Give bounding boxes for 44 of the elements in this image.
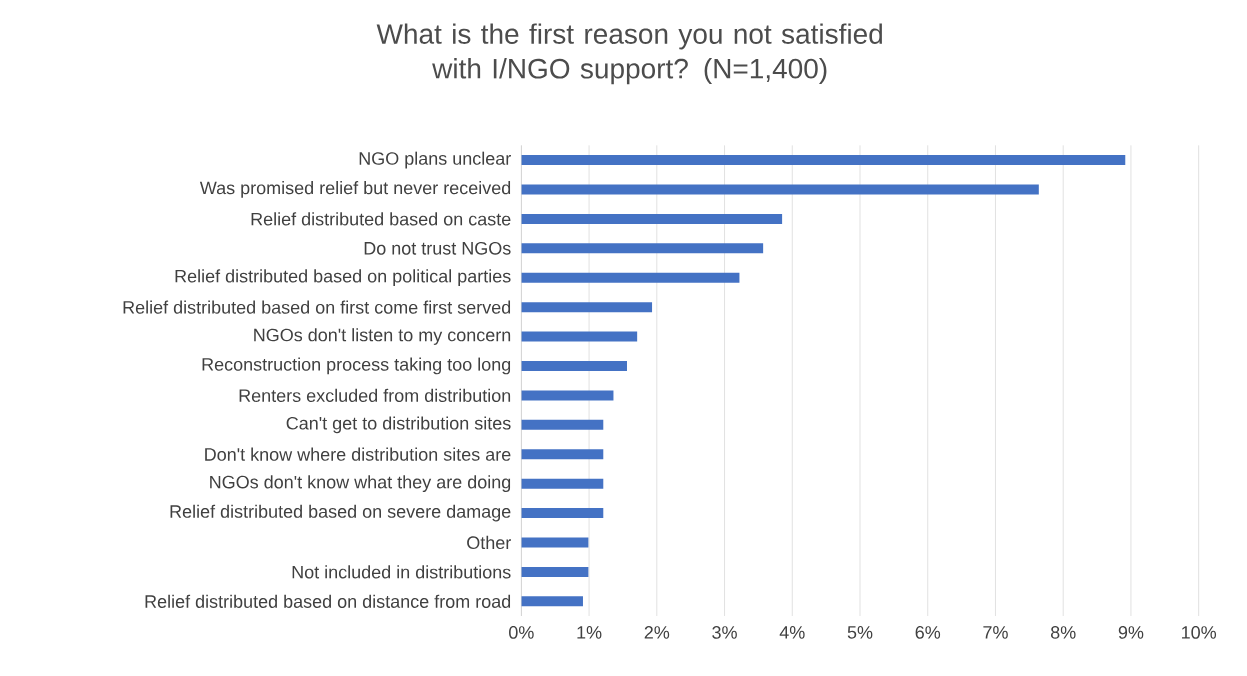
x-tick-label: 4% [779,626,805,639]
x-tick-label: 3% [712,626,737,639]
y-tick-label: Was promised relief but never received [199,181,511,198]
y-tick-label: NGOs don't listen to my concern [254,328,511,345]
x-tick-label: 5% [847,626,873,639]
bar [521,566,589,577]
bar [521,419,604,430]
bar [521,596,583,607]
bar [521,360,627,371]
y-tick-label: Relief distributed based on political parties [175,269,511,287]
chart-title: What is the first reason you not satisfied with I/NGO support? (N=1,400) [376,23,882,85]
y-tick-label: Do not trust NGOs [364,241,511,255]
y-tick-label: Relief distributed based on severe damage [170,504,511,522]
x-tick-label: 7% [983,626,1008,639]
bar [521,213,783,224]
bar [521,390,614,401]
y-tick-label: Other [467,535,511,550]
x-tick-label: 10% [1182,626,1217,639]
y-tick-label: Don't know where distribution sites are [205,447,511,461]
bar [521,449,604,460]
bar [521,243,764,254]
bar [521,478,604,489]
bar [521,272,740,283]
x-tick-label: 6% [915,626,941,639]
x-tick-label: 0% [509,626,534,639]
bar [521,155,1126,166]
x-tick-label: 1% [577,626,602,639]
y-tick-label: Relief distributed based on caste [251,212,511,226]
y-tick-label: Renters excluded from distribution [239,388,511,402]
x-tick-label: 2% [644,626,670,639]
x-tick-label: 9% [1118,626,1144,639]
y-tick-label: Not included in distributions [292,565,511,579]
y-tick-label: Can't get to distribution sites [286,416,511,434]
bar [521,184,1039,195]
bar [521,537,589,548]
x-tick-label: 8% [1050,626,1076,639]
y-tick-label: Relief distributed based on first come first served [123,300,511,314]
bar [521,331,638,342]
y-tick-label: Reconstruction process taking too long [202,357,511,375]
y-tick-label: Relief distributed based on distance from road [145,594,511,608]
bar [521,302,653,313]
y-tick-label: NGO plans unclear [359,151,511,169]
bar [521,508,604,519]
y-tick-label: NGOs don't know what they are doing [210,475,511,493]
